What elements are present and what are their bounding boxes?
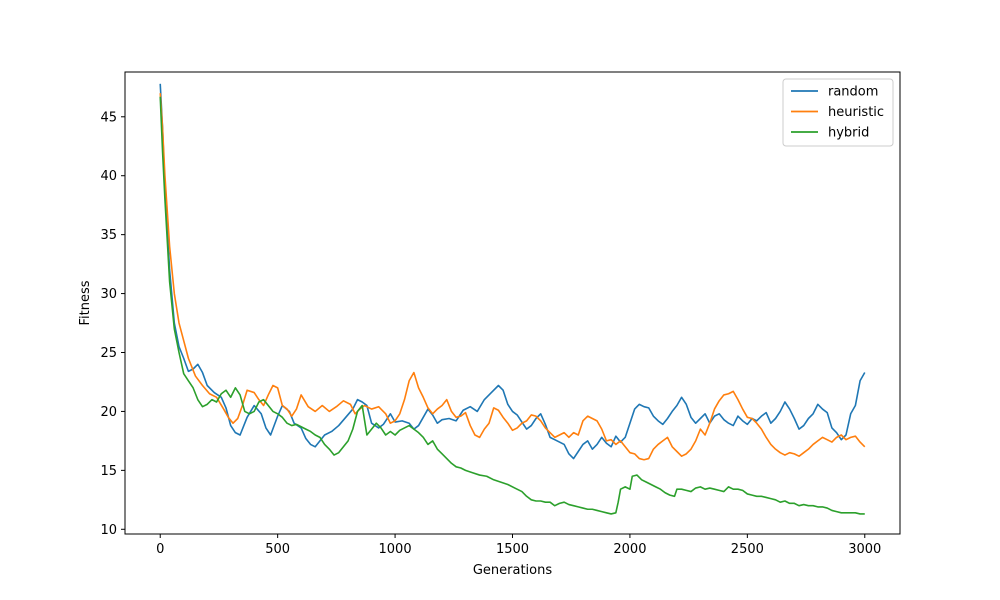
y-tick-label: 40 [100,169,117,184]
legend: random heuristic hybrid [782,78,894,147]
series-layer [159,83,866,515]
y-tick-label: 35 [100,228,117,243]
legend-box [782,78,894,147]
y-tick-label: 45 [100,110,117,125]
legend-label-random: random [828,85,878,100]
y-tick-label: 20 [100,405,117,420]
x-tick-label: 3000 [848,542,881,557]
x-tick-label: 0 [156,542,164,557]
x-tick-label: 500 [265,542,290,557]
x-tick-label: 1500 [496,542,529,557]
y-tick-label: 30 [100,287,117,302]
y-tick-label: 25 [100,346,117,361]
x-tick-label: 1000 [379,542,412,557]
x-tick-label: 2000 [613,542,646,557]
y-axis: 10 15 20 25 30 35 40 45 [100,110,125,538]
series-line-hybrid [159,96,865,515]
legend-label-heuristic: heuristic [828,105,884,120]
x-tick-label: 2500 [731,542,764,557]
x-axis-label: Generations [473,563,553,578]
y-axis-label: Fitness [78,280,93,325]
series-line-heuristic [159,93,866,461]
x-axis: 0 500 1000 1500 2000 2500 3000 [156,534,881,557]
legend-label-hybrid: hybrid [828,126,869,141]
y-tick-label: 10 [100,523,117,538]
y-tick-label: 15 [100,464,117,479]
